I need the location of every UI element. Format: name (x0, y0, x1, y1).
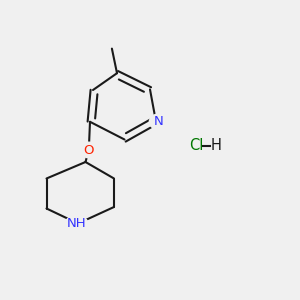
Text: Cl: Cl (189, 138, 204, 153)
Ellipse shape (65, 216, 88, 231)
Ellipse shape (149, 114, 167, 130)
Text: NH: NH (67, 217, 86, 230)
Text: N: N (154, 115, 163, 128)
Text: O: O (83, 143, 94, 157)
Ellipse shape (80, 142, 97, 158)
Text: H: H (211, 138, 221, 153)
